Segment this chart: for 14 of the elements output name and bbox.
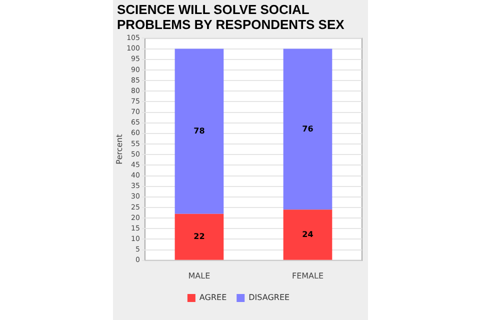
legend-label: DISAGREE: [248, 293, 290, 302]
legend-label: AGREE: [199, 293, 227, 302]
chart-title: SCIENCE WILL SOLVE SOCIAL PROBLEMS BY RESPONDENTS SEX: [116, 1, 346, 32]
bar: [174, 214, 224, 260]
data-label: 78: [194, 126, 206, 136]
data-label: 22: [194, 232, 205, 241]
bar: [283, 48, 332, 210]
x-tick-label: MALE: [188, 271, 210, 280]
data-label: 76: [302, 124, 314, 134]
x-tick-label: FEMALE: [292, 271, 324, 280]
bar: [174, 48, 224, 214]
data-label: 24: [302, 230, 314, 239]
y-axis-title: Percent: [114, 134, 124, 164]
bar: [283, 210, 332, 260]
